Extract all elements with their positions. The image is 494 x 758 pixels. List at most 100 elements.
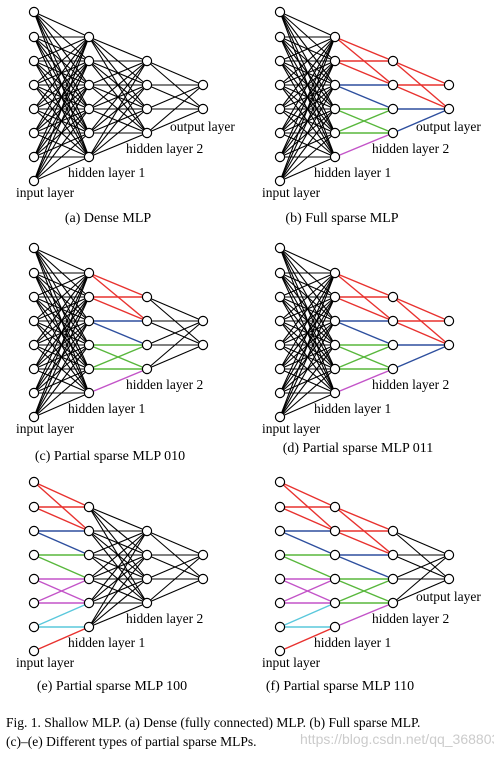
- node-b-l0-3: [274, 79, 286, 91]
- edge-e-2-6: [146, 554, 204, 604]
- edge-f-2-7: [392, 578, 450, 604]
- node-f-l2-1: [387, 549, 399, 561]
- edge-b-2-3: [392, 84, 450, 110]
- edge-a-0-46: [33, 132, 90, 182]
- hidden1-label-a: hidden layer 1: [68, 165, 145, 180]
- node-b-l2-2: [387, 103, 399, 115]
- edge-c-2-6: [146, 320, 204, 370]
- node-b-l1-2: [329, 79, 341, 91]
- node-f-l1-4: [329, 597, 341, 609]
- node-d-l2-0: [387, 291, 399, 303]
- panel-caption-f: (f) Partial sparse MLP 110: [266, 679, 414, 694]
- edge-f-0-5: [279, 530, 336, 556]
- edge-f-0-3: [279, 506, 336, 532]
- node-f-l1-3: [329, 573, 341, 585]
- node-a-l0-0: [28, 6, 40, 18]
- node-e-l0-5: [28, 597, 40, 609]
- node-a-l1-3: [83, 103, 95, 115]
- edge-c-0-43: [33, 296, 90, 418]
- node-a-l0-5: [28, 127, 40, 139]
- edge-d-0-42: [279, 272, 336, 418]
- hidden1-label-c: hidden layer 1: [68, 401, 145, 416]
- edge-a-0-18: [33, 36, 90, 86]
- edge-a-2-6: [146, 84, 204, 134]
- hidden2-label-b: hidden layer 2: [372, 141, 449, 156]
- node-d-l0-5: [274, 363, 286, 375]
- edge-d-2-5: [392, 344, 450, 370]
- node-e-l3-0: [197, 549, 209, 561]
- hidden1-label-f: hidden layer 1: [314, 635, 391, 650]
- node-a-l0-1: [28, 31, 40, 43]
- edge-d-0-30: [279, 272, 336, 370]
- edge-e-1-23: [88, 602, 148, 628]
- edge-e-0-10: [33, 578, 90, 604]
- node-b-l1-3: [329, 103, 341, 115]
- edge-c-0-24: [33, 272, 90, 346]
- node-c-l3-1: [197, 339, 209, 351]
- node-c-l2-0: [141, 291, 153, 303]
- node-d-l1-5: [329, 387, 341, 399]
- edge-b-0-30: [279, 36, 336, 134]
- node-e-l1-4: [83, 597, 95, 609]
- node-c-l0-1: [28, 267, 40, 279]
- edge-b-0-44: [279, 84, 336, 182]
- node-e-l1-3: [83, 573, 95, 585]
- node-c-l2-2: [141, 339, 153, 351]
- edge-b-0-45: [279, 108, 336, 182]
- edge-b-1-3: [334, 60, 394, 86]
- hidden2-label-a: hidden layer 2: [126, 141, 203, 156]
- edge-a-1-23: [88, 132, 148, 158]
- node-e-l1-2: [83, 549, 95, 561]
- edge-e-0-14: [33, 626, 90, 652]
- edge-f-0-0: [279, 481, 336, 508]
- edge-c-0-18: [33, 272, 90, 322]
- node-c-l1-5: [83, 387, 95, 399]
- edge-e-1-16: [88, 530, 148, 604]
- node-b-l1-0: [329, 31, 341, 43]
- edge-b-0-36: [279, 36, 336, 158]
- node-e-l0-2: [28, 525, 40, 537]
- node-f-l2-0: [387, 525, 399, 537]
- edge-a-2-4: [146, 84, 204, 110]
- node-e-l1-1: [83, 525, 95, 537]
- node-d-l1-0: [329, 267, 341, 279]
- edge-a-1-22: [88, 108, 148, 158]
- output-label-b: output layer: [416, 119, 481, 134]
- edge-a-0-44: [33, 84, 90, 182]
- panel-caption-b: (b) Full sparse MLP: [285, 211, 398, 226]
- edge-a-1-8: [88, 60, 148, 86]
- edge-b-0-46: [279, 132, 336, 182]
- hidden1-label-e: hidden layer 1: [68, 635, 145, 650]
- edge-c-0-45: [33, 344, 90, 418]
- node-b-l3-1: [443, 103, 455, 115]
- node-c-l0-0: [28, 242, 40, 254]
- node-c-l0-5: [28, 363, 40, 375]
- node-c-l0-7: [28, 411, 40, 423]
- output-label-f: output layer: [416, 589, 481, 604]
- edge-d-1-5: [334, 320, 394, 346]
- edge-d-1-10: [334, 368, 394, 394]
- edge-c-0-12: [33, 272, 90, 298]
- node-d-l0-3: [274, 315, 286, 327]
- edge-d-0-36: [279, 272, 336, 394]
- node-a-l0-4: [28, 103, 40, 115]
- input-label-c: input layer: [16, 421, 75, 436]
- figure-caption-line-2: (c)–(e) Different types of partial spars…: [6, 734, 257, 749]
- edge-e-2-4: [146, 554, 204, 580]
- edge-d-0-43: [279, 296, 336, 418]
- edge-c-1-10: [88, 368, 148, 394]
- edge-f-1-3: [334, 530, 394, 556]
- edge-b-0-42: [279, 36, 336, 182]
- hidden2-label-d: hidden layer 2: [372, 377, 449, 392]
- node-a-l0-7: [28, 175, 40, 187]
- node-a-l1-2: [83, 79, 95, 91]
- hidden1-label-b: hidden layer 1: [314, 165, 391, 180]
- watermark: https://blog.csdn.net/qq_36880381: [300, 731, 494, 747]
- edge-c-0-30: [33, 272, 90, 370]
- edge-d-2-0: [392, 296, 450, 322]
- panel-caption-c: (c) Partial sparse MLP 010: [35, 449, 185, 464]
- edge-c-0-0: [33, 247, 90, 274]
- edge-d-0-46: [279, 368, 336, 418]
- node-a-l0-6: [28, 151, 40, 163]
